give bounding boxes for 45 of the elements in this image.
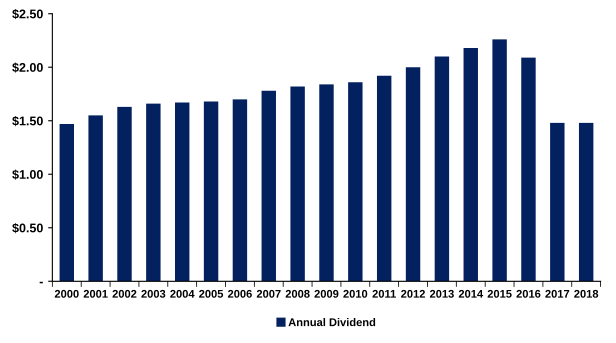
bar [376, 76, 392, 282]
x-tick-label: 2008 [286, 290, 310, 298]
x-tick-label: 2011 [372, 290, 396, 298]
x-tick-label: 2013 [430, 290, 454, 298]
x-tick-label: 2001 [84, 290, 108, 298]
bar [406, 67, 420, 282]
y-tick-label: $2.00 [12, 62, 43, 73]
legend-label: Annual Dividend [288, 318, 376, 326]
bar [464, 48, 478, 282]
x-tick-label: 2009 [314, 290, 338, 298]
bar [60, 124, 74, 282]
x-tick-label: 2010 [343, 290, 368, 298]
x-tick-label: 2002 [112, 290, 136, 298]
x-tick-label: 2017 [545, 290, 570, 298]
bar [88, 115, 103, 282]
x-tick-label: 2007 [256, 290, 281, 298]
bar [174, 102, 190, 282]
bar [117, 106, 132, 282]
y-tick-label: - [40, 282, 43, 284]
bar [521, 58, 536, 282]
y-tick-label: $0.50 [12, 223, 43, 234]
bar [348, 82, 363, 282]
y-tick-label: $1.50 [12, 116, 43, 126]
x-tick-label: 2000 [54, 290, 79, 298]
y-tick-label: $1.00 [12, 169, 43, 180]
bar [290, 86, 305, 282]
bar [492, 39, 507, 282]
x-tick-label: 2005 [199, 290, 224, 298]
x-tick-label: 2006 [228, 290, 252, 298]
bar [204, 101, 218, 282]
x-tick-label: 2014 [458, 290, 484, 298]
x-tick-label: 2012 [401, 290, 425, 298]
x-tick-label: 2016 [516, 290, 540, 298]
bar [319, 84, 334, 282]
x-tick-label: 2015 [488, 290, 512, 298]
bar [146, 104, 161, 282]
bar [262, 90, 276, 282]
x-tick-label: 2018 [574, 290, 598, 298]
bar [550, 122, 565, 282]
bar [434, 56, 450, 282]
bar [578, 122, 594, 282]
x-tick-label: 2003 [141, 290, 166, 298]
bar [232, 99, 248, 282]
y-tick-label: $2.50 [12, 8, 43, 20]
x-tick-label: 2004 [170, 290, 195, 298]
